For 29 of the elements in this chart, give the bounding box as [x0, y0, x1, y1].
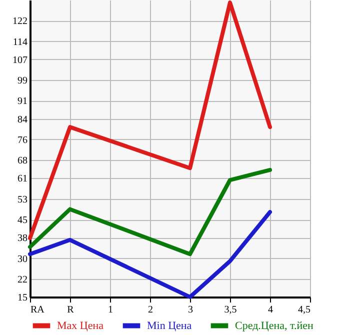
legend-label: Max Цена — [57, 320, 104, 332]
line-series — [28, 210, 272, 299]
y-tick-label: 84 — [18, 114, 28, 126]
y-tick-label: 91 — [18, 96, 28, 108]
y-tick-label: 30 — [18, 254, 28, 265]
line-series — [28, 0, 272, 240]
y-tick-label: 68 — [18, 156, 28, 167]
y-tick-label: 38 — [18, 233, 28, 244]
legend-label: Сред.Цена, т.йен — [235, 320, 314, 332]
y-tick-label: 22 — [18, 274, 28, 286]
x-tick-label: 3 — [188, 304, 193, 316]
y-tick-label: 107 — [12, 54, 28, 66]
y-tick-label: 76 — [18, 134, 28, 146]
x-tick-label: RA — [30, 304, 46, 316]
y-tick-label: 15 — [18, 292, 28, 304]
y-tick-label: 114 — [12, 36, 28, 48]
y-tick-label: 122 — [12, 16, 28, 28]
line-series — [28, 168, 272, 256]
x-tick-label: 4,5 — [298, 304, 310, 316]
x-tick-label: R — [67, 304, 74, 316]
x-tick-label: 3,5 — [224, 304, 237, 316]
y-tick-label: 53 — [18, 194, 28, 206]
x-tick-label: 1 — [108, 304, 113, 316]
legend-label: Min Цена — [147, 320, 192, 332]
y-tick-label: 99 — [18, 76, 28, 87]
x-tick-label: 2 — [148, 304, 153, 316]
x-tick-label: 4 — [268, 304, 273, 316]
y-tick-label: 45 — [18, 215, 28, 226]
y-tick-label: 61 — [18, 174, 28, 185]
